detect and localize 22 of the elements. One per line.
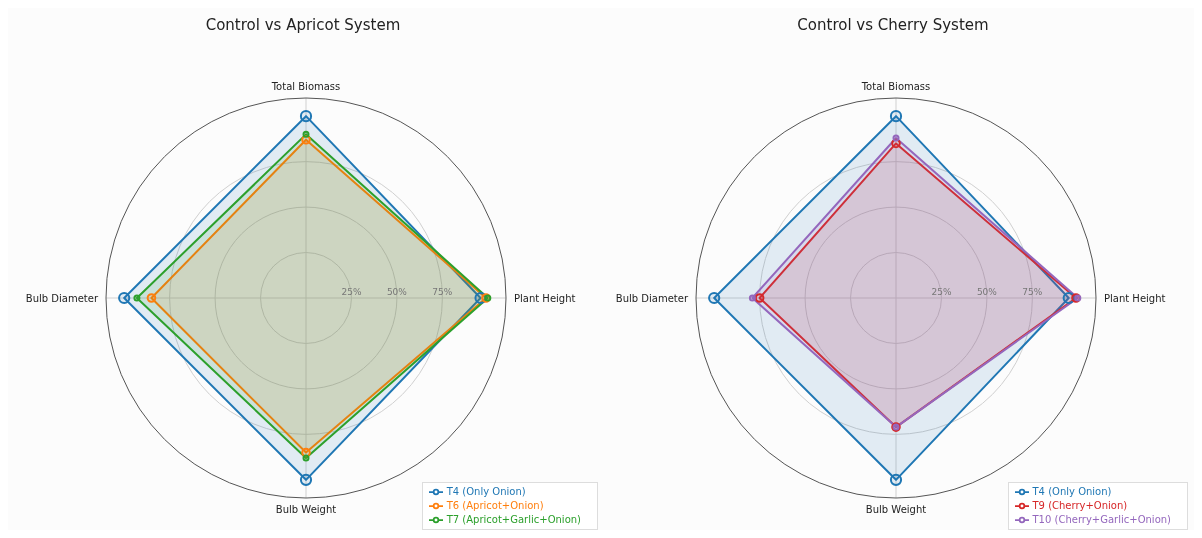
chart-title: Control vs Apricot System bbox=[204, 16, 402, 34]
legend-label: T4 (Only Onion) bbox=[1032, 486, 1112, 497]
legend-label: T9 (Cherry+Onion) bbox=[1032, 500, 1128, 511]
chart-title: Control vs Cherry System bbox=[796, 16, 990, 34]
spoke-label: Plant Height bbox=[514, 292, 576, 304]
spoke-label: Plant Height bbox=[1104, 292, 1166, 304]
legend-label: T4 (Only Onion) bbox=[446, 486, 526, 497]
legend-label: T7 (Apricot+Garlic+Onion) bbox=[446, 514, 581, 525]
y-tick-label: 25% bbox=[931, 287, 952, 297]
spoke-label: Bulb Diameter bbox=[25, 292, 99, 304]
y-tick-label: 25% bbox=[341, 287, 362, 297]
y-tick-label: 50% bbox=[386, 287, 408, 297]
spoke-label: Total Biomass bbox=[270, 81, 341, 92]
spoke-label: Bulb Weight bbox=[275, 504, 337, 516]
y-tick-label: 75% bbox=[1022, 287, 1043, 297]
spoke-label: Bulb Diameter bbox=[615, 292, 689, 304]
legend-label: T6 (Apricot+Onion) bbox=[446, 500, 544, 511]
spoke-label: Bulb Weight bbox=[865, 504, 927, 516]
legend-label: T10 (Cherry+Garlic+Onion) bbox=[1032, 514, 1171, 525]
y-tick-label: 75% bbox=[432, 287, 453, 297]
y-tick-label: 50% bbox=[976, 287, 998, 297]
spoke-label: Total Biomass bbox=[860, 81, 931, 92]
